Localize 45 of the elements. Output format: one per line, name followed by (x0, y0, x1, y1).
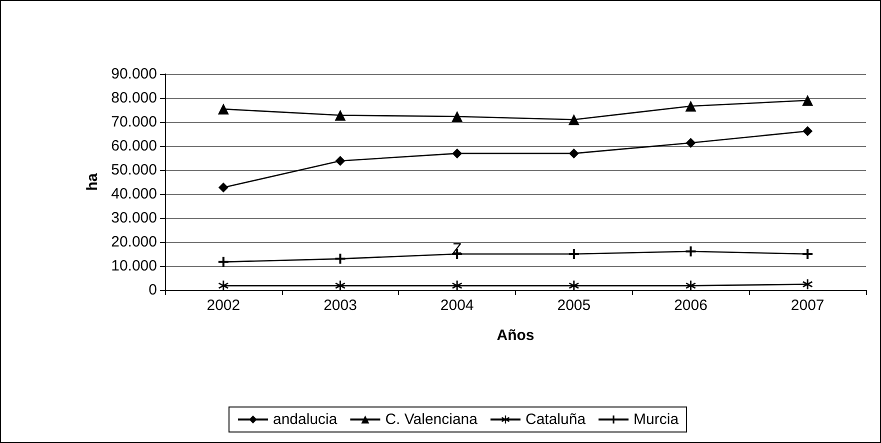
y-tick-label: 80.000 (111, 90, 157, 106)
point (218, 104, 229, 115)
legend-label: Cataluña (525, 411, 586, 428)
y-tick-label: 40.000 (111, 186, 157, 202)
point (686, 246, 696, 256)
point (452, 280, 462, 291)
point (452, 148, 462, 158)
x-tick-label: 2006 (674, 297, 708, 314)
x-tick-label: 2003 (324, 297, 357, 314)
y-tick-label: 30.000 (111, 210, 157, 226)
y-tick-label: 0 (148, 282, 157, 298)
point (685, 100, 696, 112)
point (218, 280, 228, 291)
point (218, 256, 228, 267)
y-tick-label: 70.000 (111, 114, 157, 130)
point (218, 182, 228, 193)
point (452, 110, 463, 122)
point (802, 279, 813, 290)
point (568, 249, 579, 259)
x-tick-label: 2002 (206, 297, 240, 314)
y-tick-label: 50.000 (111, 162, 157, 178)
x-tick-label: 2007 (790, 297, 824, 314)
point (335, 254, 346, 264)
point (335, 156, 346, 166)
legend-label: Murcia (634, 411, 680, 428)
point (686, 138, 696, 148)
point (568, 114, 580, 126)
y-tick-label: 10.000 (111, 258, 157, 274)
point (568, 148, 579, 158)
point (802, 249, 813, 259)
point (568, 280, 579, 291)
point (802, 126, 813, 136)
y-tick-label: 20.000 (111, 234, 157, 250)
point (802, 94, 814, 106)
legend-label: C. Valenciana (385, 411, 478, 428)
point (334, 110, 346, 121)
y-tick-label: 60.000 (111, 138, 157, 154)
y-axis-title: ha (84, 172, 102, 191)
x-tick-label: 2005 (557, 297, 591, 314)
x-axis-title: Años (496, 327, 534, 344)
legend-label: andalucia (273, 411, 338, 428)
point (335, 280, 346, 291)
point (686, 280, 696, 291)
x-tick-label: 2004 (440, 297, 474, 314)
y-tick-label: 90.000 (111, 66, 157, 82)
